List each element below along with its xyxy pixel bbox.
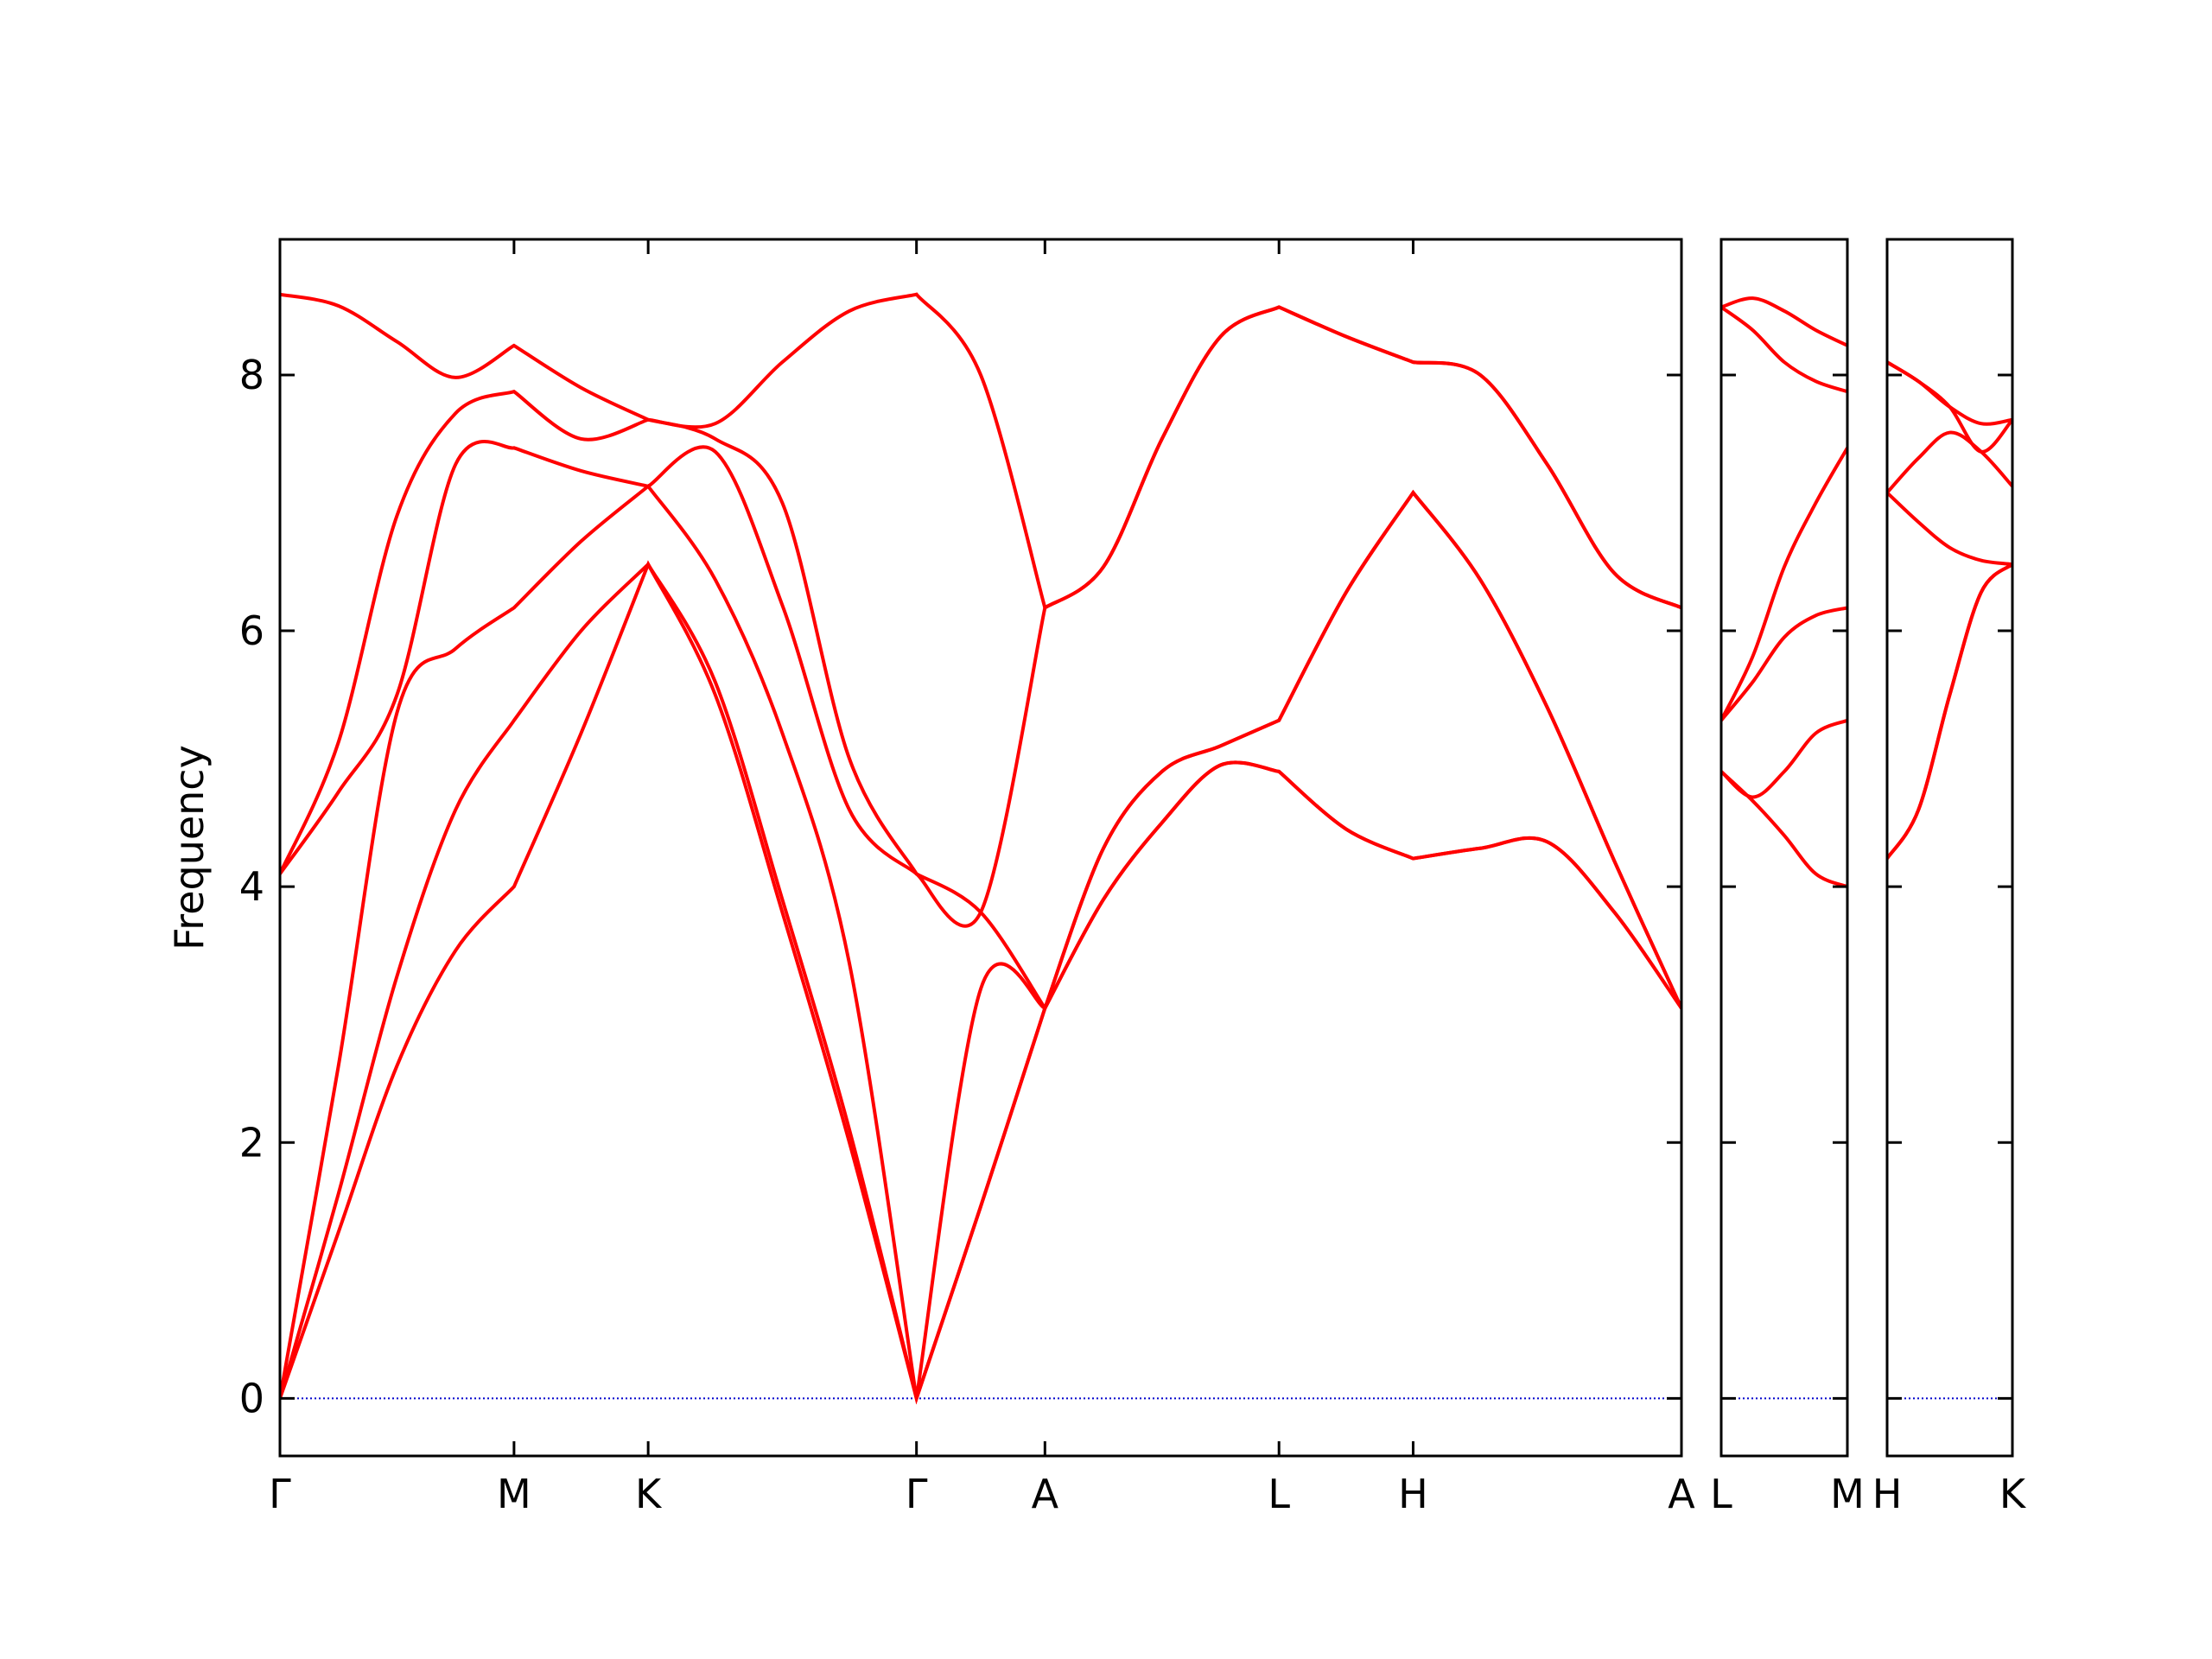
band-line	[1887, 563, 2012, 860]
x-tick-label: A	[1032, 1471, 1059, 1517]
x-tick-label: Γ	[906, 1471, 928, 1517]
x-tick-label: L	[1710, 1471, 1732, 1517]
y-tick-label: 6	[239, 607, 264, 654]
x-tick-label: H	[1872, 1471, 1903, 1517]
x-tick-label: M	[497, 1471, 531, 1517]
band-line	[280, 483, 1681, 1399]
x-tick-label: K	[635, 1471, 663, 1517]
x-tick-label: A	[1668, 1471, 1695, 1517]
band-line	[1721, 718, 1847, 799]
y-tick-label: 8	[239, 352, 264, 398]
band-line	[1887, 491, 2012, 567]
band-line	[1721, 606, 1847, 721]
band-line	[280, 305, 1681, 928]
band-line	[280, 560, 1681, 1405]
x-tick-label: K	[1999, 1471, 2027, 1517]
band-line	[1721, 296, 1847, 347]
band-line	[1887, 430, 2012, 494]
plot-frame	[1885, 238, 2014, 1458]
x-tick-label: L	[1268, 1471, 1290, 1517]
band-line	[1721, 447, 1847, 721]
band-line	[1887, 563, 2012, 860]
y-tick-label: 0	[239, 1375, 264, 1421]
y-tick-label: 4	[239, 863, 264, 910]
y-tick-label: 2	[239, 1119, 264, 1166]
band-line	[1721, 305, 1847, 394]
plot-frame	[278, 238, 1683, 1458]
x-tick-label: M	[1830, 1471, 1865, 1517]
plot-frame	[1719, 238, 1849, 1458]
x-tick-label: Γ	[269, 1471, 291, 1517]
y-axis-label: Frequency	[166, 745, 213, 950]
x-tick-label: H	[1398, 1471, 1428, 1517]
band-line	[280, 561, 1681, 1405]
band-line	[1887, 360, 2012, 426]
band-line	[280, 292, 1681, 611]
band-line	[280, 440, 1681, 1013]
